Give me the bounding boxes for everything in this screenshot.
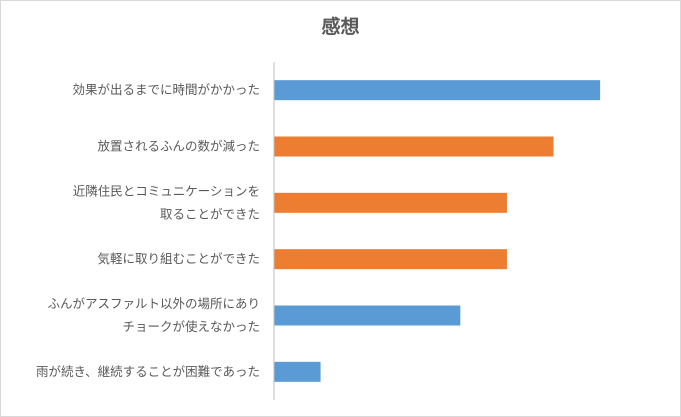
category-label-3-line-2: 取ることができた	[160, 206, 260, 221]
category-label-5-line-1: ふんがアスファルト以外の場所にあり	[47, 296, 260, 311]
category-labels: 効果が出るまでに時間がかかった放置されるふんの数が減った近隣住民とコミュニケーシ…	[36, 82, 260, 379]
bar-1	[274, 80, 601, 101]
category-label-1: 効果が出るまでに時間がかかった	[72, 82, 260, 97]
bar-3	[274, 192, 507, 213]
category-label-3-line-1: 近隣住民とコミュニケーションを	[73, 183, 260, 198]
category-label-5-line-2: チョークが使えなかった	[122, 319, 260, 334]
bars	[274, 80, 601, 382]
category-label-4: 気軽に取り組むことができた	[97, 251, 260, 266]
chart-title: 感想	[321, 16, 360, 38]
bar-6	[274, 361, 321, 382]
category-label-6: 雨が続き、継続することが困難であった	[36, 364, 260, 379]
bar-4	[274, 249, 507, 270]
bar-2	[274, 136, 554, 157]
bar-5	[274, 305, 461, 326]
category-label-2: 放置されるふんの数が減った	[97, 139, 260, 154]
